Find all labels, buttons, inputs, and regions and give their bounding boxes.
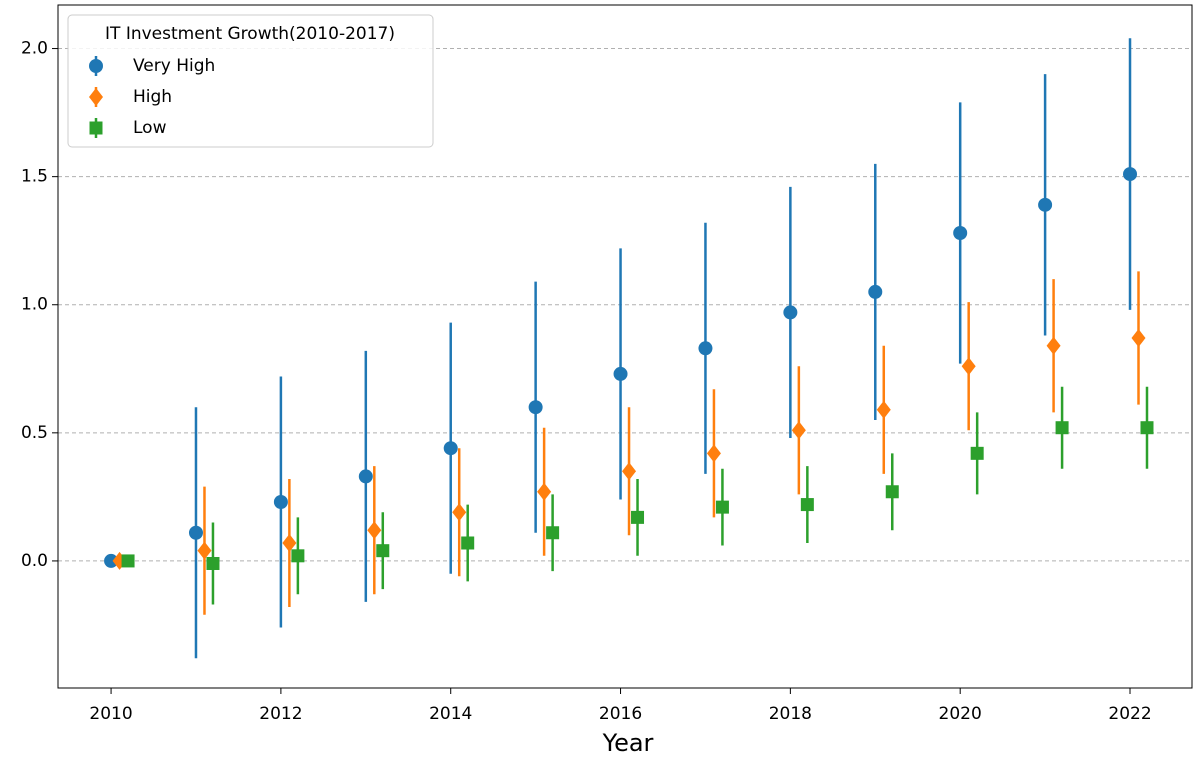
legend-label: Very High — [133, 56, 215, 76]
marker — [1055, 421, 1069, 435]
legend-marker — [89, 121, 103, 135]
x-axis-label: Year — [602, 729, 654, 757]
marker — [783, 305, 798, 320]
marker — [273, 495, 288, 510]
marker — [868, 284, 883, 299]
marker — [622, 462, 637, 481]
marker — [961, 357, 976, 376]
marker — [188, 525, 203, 540]
marker — [291, 549, 305, 563]
marker — [631, 510, 645, 524]
y-tick-label: 0.0 — [21, 551, 48, 571]
y-tick-label: 2.0 — [21, 39, 48, 59]
marker — [876, 400, 891, 419]
marker — [443, 441, 458, 456]
marker — [206, 556, 220, 570]
marker — [1046, 336, 1061, 355]
marker — [706, 444, 721, 463]
legend-marker — [89, 59, 103, 73]
marker — [970, 446, 984, 460]
marker — [885, 485, 899, 499]
plot-frame — [57, 4, 1193, 689]
marker — [376, 544, 390, 558]
marker — [358, 469, 373, 484]
y-tick-label: 1.5 — [21, 167, 48, 187]
legend: IT Investment Growth(2010-2017) Very High… — [67, 14, 434, 148]
marker — [1140, 421, 1154, 435]
marker — [715, 500, 729, 514]
x-tick-label: 2020 — [939, 704, 982, 724]
x-tick-label: 2016 — [599, 704, 642, 724]
marker — [528, 400, 543, 415]
legend-label: High — [133, 87, 172, 107]
marker — [282, 533, 297, 552]
y-tick-label: 1.0 — [21, 295, 48, 315]
marker — [104, 553, 119, 568]
marker — [461, 536, 475, 550]
legend-label: Low — [133, 118, 167, 138]
marker — [791, 421, 806, 440]
marker — [800, 498, 814, 512]
x-tick-label: 2014 — [429, 704, 472, 724]
y-tick-label: 0.5 — [21, 423, 48, 443]
x-tick-label: 2012 — [259, 704, 302, 724]
marker — [197, 541, 212, 560]
marker — [367, 521, 382, 540]
marker — [121, 554, 135, 568]
legend-box — [67, 14, 434, 148]
x-tick-label: 2022 — [1108, 704, 1151, 724]
legend-marker — [89, 88, 103, 106]
marker — [1123, 167, 1138, 182]
marker — [452, 503, 467, 522]
legend-title: IT Investment Growth(2010-2017) — [105, 24, 395, 44]
marker — [1038, 197, 1053, 212]
marker — [613, 366, 628, 381]
x-tick-label: 2010 — [89, 704, 132, 724]
marker — [953, 226, 968, 241]
marker — [698, 341, 713, 356]
marker — [1131, 329, 1146, 348]
marker — [537, 482, 552, 501]
marker — [546, 526, 560, 540]
x-tick-label: 2018 — [769, 704, 812, 724]
